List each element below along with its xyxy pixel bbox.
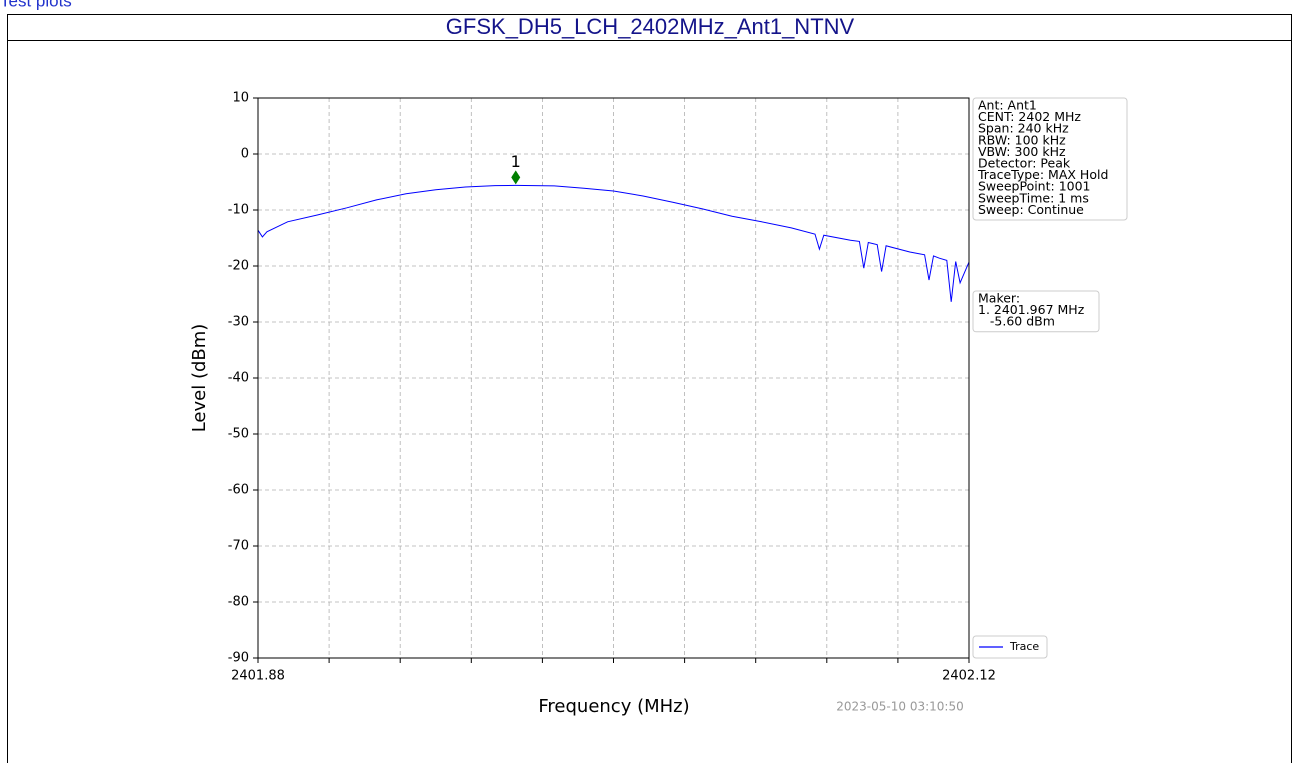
marker-box-line: Maker: (978, 291, 1020, 306)
x-tick-label: 2401.88 (231, 669, 285, 684)
trace-line (257, 184, 970, 302)
y-tick-label: -90 (228, 651, 249, 666)
info-box-line: RBW: 100 kHz (978, 132, 1066, 147)
info-box-line: Span: 240 kHz (978, 121, 1069, 136)
legend (972, 635, 1048, 659)
timestamp: 2023-05-10 03:10:50 (836, 700, 963, 714)
y-tick-label: -70 (228, 539, 249, 554)
peak-marker (511, 170, 521, 185)
y-axis-label: Level (dBm) (189, 324, 210, 433)
link[interactable]: Test plots (0, 0, 72, 10)
info-box (972, 97, 1128, 221)
info-box-line: VBW: 300 kHz (978, 144, 1066, 159)
y-tick-label: -80 (228, 595, 249, 610)
marker-box-line: -5.60 dBm (978, 314, 1055, 329)
info-box-line: Sweep: Continue (978, 202, 1084, 217)
y-tick-label: -50 (228, 427, 249, 442)
page-title: GFSK_DH5_LCH_2402MHz_Ant1_NTNV (446, 14, 855, 39)
y-tick-label: 0 (241, 147, 249, 162)
info-box-line: TraceType: MAX Hold (977, 167, 1108, 182)
info-box-line: SweepPoint: 1001 (978, 179, 1091, 194)
y-tick-label: -10 (228, 203, 249, 218)
y-tick-label: -30 (228, 315, 249, 330)
y-tick-label: 10 (232, 91, 249, 106)
plot-frame (257, 97, 970, 659)
info-box-line: CENT: 2402 MHz (978, 109, 1081, 124)
info-box-line: Detector: Peak (978, 156, 1071, 171)
y-tick-label: -60 (228, 483, 249, 498)
legend-label: Trace (1009, 640, 1039, 653)
y-tick-label: -20 (228, 259, 249, 274)
info-box-line: SweepTime: 1 ms (978, 190, 1089, 205)
info-box-line: Ant: Ant1 (978, 98, 1037, 113)
y-tick-label: -40 (228, 371, 249, 386)
x-tick-label: 2402.12 (942, 669, 996, 684)
x-axis-label: Frequency (MHz) (538, 696, 689, 717)
frame (7, 14, 1292, 763)
marker-label: 1 (511, 152, 521, 171)
marker-box (972, 290, 1100, 333)
marker-box-line: 1. 2401.967 MHz (978, 302, 1085, 317)
